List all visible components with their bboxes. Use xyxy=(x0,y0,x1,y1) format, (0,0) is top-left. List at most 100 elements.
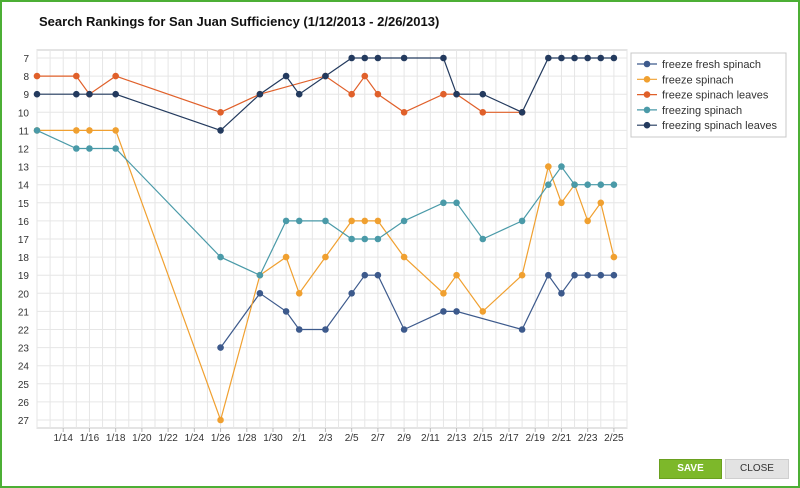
data-point xyxy=(440,290,447,297)
data-point xyxy=(73,145,80,152)
data-point xyxy=(584,271,591,279)
y-tick-label: 26 xyxy=(18,398,30,409)
data-point xyxy=(479,308,487,315)
data-point xyxy=(610,271,618,279)
data-point xyxy=(217,253,224,261)
x-tick-label: 2/19 xyxy=(525,433,545,444)
data-point xyxy=(558,54,565,62)
data-point xyxy=(217,416,224,424)
close-button[interactable]: CLOSE xyxy=(725,459,789,479)
y-tick-label: 24 xyxy=(18,362,30,373)
data-point xyxy=(571,54,578,62)
data-point xyxy=(374,235,382,243)
data-point xyxy=(518,326,526,333)
legend-swatch-marker xyxy=(643,106,651,114)
data-point xyxy=(112,145,119,152)
data-point xyxy=(545,181,552,188)
data-point xyxy=(348,54,355,62)
data-point xyxy=(610,253,618,261)
y-tick-label: 16 xyxy=(18,217,30,228)
data-point xyxy=(322,72,329,80)
data-point xyxy=(33,127,41,134)
data-point xyxy=(112,72,119,80)
data-point xyxy=(295,326,303,333)
data-point xyxy=(217,344,224,351)
data-point xyxy=(610,54,618,62)
data-point xyxy=(112,90,119,98)
data-point xyxy=(282,217,290,225)
x-tick-label: 2/11 xyxy=(421,433,440,444)
data-point xyxy=(217,127,224,134)
data-point xyxy=(33,90,41,98)
y-tick-label: 17 xyxy=(18,235,30,246)
y-tick-label: 22 xyxy=(18,326,30,337)
legend-swatch-marker xyxy=(643,91,651,98)
y-tick-label: 27 xyxy=(18,416,30,427)
y-tick-label: 15 xyxy=(18,199,30,210)
data-point xyxy=(545,54,552,62)
legend-entry: freezing spinach leaves xyxy=(662,120,777,132)
y-tick-label: 21 xyxy=(18,307,30,318)
data-point xyxy=(479,90,487,98)
data-point xyxy=(295,90,303,98)
data-point xyxy=(217,109,224,116)
data-point xyxy=(361,72,369,80)
y-tick-label: 14 xyxy=(18,181,30,192)
data-point xyxy=(256,271,264,279)
data-point xyxy=(86,127,93,134)
data-point xyxy=(348,235,355,243)
y-tick-label: 19 xyxy=(18,271,30,282)
data-point xyxy=(518,217,526,225)
data-point xyxy=(361,235,369,243)
y-tick-label: 20 xyxy=(18,289,30,300)
data-point xyxy=(348,217,355,225)
data-point xyxy=(558,163,565,170)
data-point xyxy=(348,90,355,98)
data-point xyxy=(453,199,460,207)
data-point xyxy=(479,109,487,116)
data-point xyxy=(374,90,382,98)
data-point xyxy=(453,308,460,315)
x-tick-label: 2/15 xyxy=(473,433,493,444)
data-point xyxy=(400,326,408,333)
x-tick-label: 1/28 xyxy=(237,433,257,444)
x-tick-label: 1/24 xyxy=(185,433,205,444)
x-tick-label: 2/25 xyxy=(604,433,624,444)
data-point xyxy=(73,127,80,134)
data-point xyxy=(597,54,605,62)
x-tick-label: 2/21 xyxy=(552,433,572,444)
data-point xyxy=(584,181,591,188)
x-tick-label: 1/30 xyxy=(263,433,283,444)
x-tick-label: 1/20 xyxy=(132,433,152,444)
data-point xyxy=(322,253,329,261)
data-point xyxy=(545,271,552,279)
data-point xyxy=(518,271,526,279)
data-point xyxy=(571,271,578,279)
x-tick-label: 1/26 xyxy=(211,433,231,444)
y-tick-label: 13 xyxy=(18,163,30,174)
data-point xyxy=(361,217,369,225)
y-tick-label: 9 xyxy=(23,90,29,101)
data-point xyxy=(558,290,565,297)
save-button[interactable]: SAVE xyxy=(659,459,722,479)
y-tick-label: 7 xyxy=(23,54,29,65)
data-point xyxy=(295,217,303,225)
data-point xyxy=(610,181,618,188)
data-point xyxy=(33,72,41,80)
data-point xyxy=(73,72,80,80)
data-point xyxy=(256,90,264,98)
legend-entry: freeze spinach leaves xyxy=(662,90,769,102)
x-tick-label: 1/16 xyxy=(80,433,100,444)
data-point xyxy=(479,235,487,243)
legend-swatch-marker xyxy=(643,76,651,83)
y-tick-label: 10 xyxy=(18,108,30,119)
y-tick-label: 18 xyxy=(18,253,30,264)
legend-swatch-marker xyxy=(643,121,651,129)
data-point xyxy=(348,290,355,297)
data-point xyxy=(86,90,93,98)
data-point xyxy=(374,54,382,62)
data-point xyxy=(112,127,119,134)
chart-title: Search Rankings for San Juan Sufficiency… xyxy=(39,14,440,29)
data-point xyxy=(256,290,264,297)
y-tick-label: 25 xyxy=(18,380,30,391)
